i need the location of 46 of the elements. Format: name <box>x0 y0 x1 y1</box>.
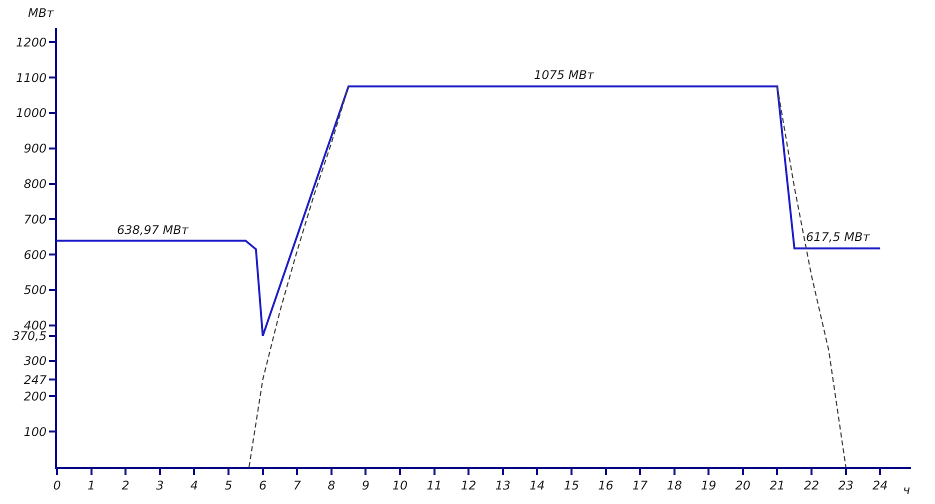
annotation: 1075 МВт <box>534 68 595 82</box>
y-tick-label: 1100 <box>16 70 47 85</box>
y-tick-label: 800 <box>24 176 47 191</box>
line-series <box>248 86 350 467</box>
y-tick-label: 300 <box>24 354 47 368</box>
y-axis-title: МВт <box>28 6 55 20</box>
y-tick-label: 200 <box>24 389 47 404</box>
x-tick-label: 23 <box>838 478 854 492</box>
x-tick-label: 15 <box>564 478 580 492</box>
x-tick-label: 19 <box>701 478 716 492</box>
y-tick-label: 1000 <box>16 106 47 120</box>
x-tick-label: 14 <box>530 478 545 492</box>
x-tick-label: 1 <box>87 478 96 492</box>
x-tick-label: 9 <box>362 478 370 492</box>
annotation: 617,5 МВт <box>806 230 871 244</box>
y-tick-label: 100 <box>24 424 47 439</box>
x-tick-label: 17 <box>632 478 648 492</box>
y-tick-label: 500 <box>24 283 47 298</box>
x-tick-label: 0 <box>53 478 62 492</box>
x-axis-title: ч <box>903 483 910 497</box>
x-tick-label: 20 <box>735 478 751 492</box>
y-tick-label: 1200 <box>16 35 47 50</box>
x-tick-label: 3 <box>156 478 164 492</box>
x-tick-label: 12 <box>460 478 476 492</box>
y-tick-label: 370,5 <box>12 329 47 344</box>
x-tick-label: 10 <box>392 478 408 492</box>
x-tick-label: 11 <box>426 478 442 492</box>
x-tick-label: 5 <box>224 478 232 492</box>
y-tick-label: 900 <box>24 142 47 156</box>
y-tick-label: 700 <box>24 212 47 226</box>
x-tick-label: 22 <box>804 478 820 492</box>
x-tick-label: 16 <box>598 478 614 492</box>
y-tick-label: 247 <box>24 372 47 387</box>
y-tick-label: 600 <box>24 248 47 262</box>
line-series <box>776 86 846 467</box>
x-tick-label: 18 <box>666 478 682 492</box>
line-series <box>57 85 882 337</box>
annotation: 638,97 МВт <box>117 223 190 237</box>
x-tick-label: 21 <box>770 478 785 492</box>
x-tick-label: 8 <box>328 478 336 492</box>
x-tick-label: 7 <box>293 478 302 492</box>
x-tick-label: 4 <box>190 478 198 492</box>
x-tick-label: 13 <box>495 478 510 492</box>
x-tick-label: 24 <box>872 478 888 492</box>
x-tick-label: 2 <box>122 478 130 492</box>
x-tick-label: 6 <box>258 478 267 492</box>
